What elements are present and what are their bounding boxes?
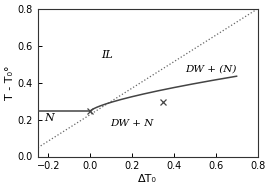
Text: N: N bbox=[45, 113, 54, 123]
Text: DW + (N): DW + (N) bbox=[185, 64, 236, 73]
Y-axis label: T - T₀°: T - T₀° bbox=[5, 65, 15, 100]
Text: DW + N: DW + N bbox=[110, 119, 154, 128]
Text: IL: IL bbox=[101, 50, 113, 60]
X-axis label: ΔT₀: ΔT₀ bbox=[138, 174, 157, 184]
